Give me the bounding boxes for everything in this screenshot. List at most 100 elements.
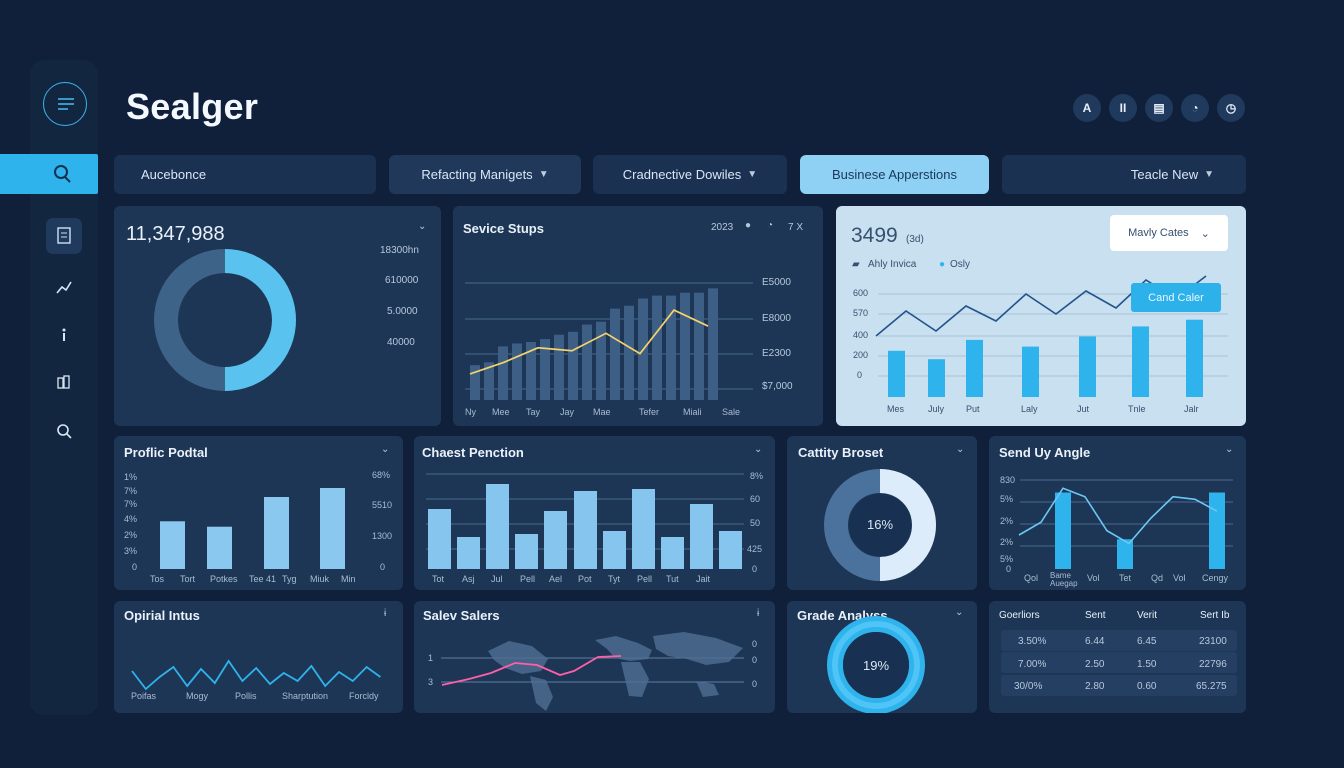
chest-bar bbox=[457, 537, 480, 569]
sales-title: Salev Salers bbox=[423, 608, 500, 623]
x-label: Poifas bbox=[131, 691, 157, 701]
services-bar bbox=[694, 292, 704, 400]
services-bar bbox=[708, 288, 718, 400]
table-row[interactable] bbox=[1001, 630, 1237, 651]
filter-reporting[interactable]: Refacting Manigets ▼ bbox=[389, 155, 581, 194]
y-label: 1 bbox=[428, 653, 434, 663]
chevron-down-icon[interactable]: ⌄ bbox=[955, 607, 964, 618]
pause-button[interactable]: II bbox=[1109, 94, 1137, 122]
search-icon bbox=[57, 424, 72, 439]
table-header: Verit bbox=[1137, 610, 1158, 621]
sidebar-item-analytics[interactable] bbox=[54, 278, 74, 298]
y-label: 425 bbox=[747, 544, 763, 554]
dropdown-label: Mavly Cates bbox=[1128, 227, 1189, 239]
sidebar-item-search-active[interactable] bbox=[0, 154, 98, 194]
services-bar bbox=[652, 295, 662, 400]
filter-audience[interactable]: Aucebonce bbox=[114, 155, 376, 194]
y-label: 2% bbox=[124, 530, 138, 540]
timer-button[interactable]: ◔ bbox=[1181, 94, 1209, 122]
services-bar bbox=[624, 305, 634, 400]
kpi-label: 18300hn bbox=[380, 245, 419, 256]
services-bar bbox=[610, 308, 620, 400]
table-row[interactable] bbox=[1001, 675, 1237, 696]
services-year: 2023 bbox=[711, 222, 734, 233]
x-label: Tort bbox=[180, 574, 196, 584]
chevron-down-icon: ▼ bbox=[538, 169, 549, 180]
send-title: Send Uy Angle bbox=[999, 445, 1091, 460]
x-label: Put bbox=[966, 404, 980, 414]
y-label: 5% bbox=[1000, 494, 1014, 504]
ring-center bbox=[843, 632, 909, 698]
filter-label: Teacle New bbox=[1130, 167, 1199, 182]
services-bar bbox=[512, 343, 522, 400]
chevron-down-icon: ▼ bbox=[747, 169, 758, 180]
chevron-down-icon[interactable]: ⌄ bbox=[1225, 444, 1234, 455]
sidebar-item-search[interactable] bbox=[55, 422, 75, 442]
optimal-line bbox=[131, 659, 381, 691]
profile-chart bbox=[160, 488, 345, 569]
info-icon[interactable]: ɨ bbox=[757, 608, 760, 619]
chevron-down-icon[interactable]: ⌄ bbox=[754, 444, 763, 455]
close-button[interactable]: 7 X bbox=[788, 222, 804, 233]
table-cell: 65.275 bbox=[1196, 681, 1227, 692]
profile-bar bbox=[320, 488, 345, 569]
business-bar bbox=[1022, 346, 1039, 397]
send-bar bbox=[1209, 492, 1225, 569]
y-label: 5510 bbox=[372, 500, 393, 510]
sidebar-item-documents[interactable] bbox=[46, 218, 82, 254]
axis-label: E8000 bbox=[762, 313, 791, 324]
send-chart bbox=[1018, 479, 1233, 569]
x-label: Mae bbox=[593, 407, 611, 417]
chest-bar bbox=[428, 509, 451, 569]
business-dropdown[interactable]: Mavly Cates ⌄ bbox=[1110, 215, 1228, 251]
chevron-down-icon: ⌄ bbox=[1200, 227, 1210, 240]
filter-business-active[interactable]: Businese Apperstions bbox=[800, 155, 989, 194]
capacity-title: Cattity Broset bbox=[798, 445, 884, 460]
chest-title: Chaest Penction bbox=[422, 445, 524, 460]
chevron-down-icon[interactable]: ⌄ bbox=[418, 221, 427, 232]
chevron-down-icon[interactable]: ⌄ bbox=[381, 444, 390, 455]
grade-panel: Grade Analyss ⌄ 19% bbox=[787, 601, 977, 713]
filter-teacle[interactable]: Teacle New ▼ bbox=[1002, 155, 1246, 194]
sidebar-item-info[interactable] bbox=[60, 326, 68, 344]
x-label: Cengy bbox=[1202, 573, 1229, 583]
y-label: 5% bbox=[1000, 554, 1014, 564]
chart-path-icon bbox=[56, 281, 72, 294]
business-sub: (3d) bbox=[906, 234, 924, 245]
y-label: 200 bbox=[853, 350, 869, 360]
menu-button[interactable] bbox=[43, 82, 87, 126]
x-label: Vol bbox=[1173, 573, 1186, 583]
refresh-icon[interactable]: ◔ bbox=[767, 220, 774, 231]
profile-panel: Proflic Podtal ⌄ 1% 7% 7% 4% 2% 3% 0 68%… bbox=[114, 436, 403, 590]
services-bar bbox=[540, 339, 550, 400]
info-icon[interactable]: ɨ bbox=[384, 608, 387, 619]
chevron-down-icon[interactable]: ⌄ bbox=[956, 444, 965, 455]
chest-bar bbox=[719, 531, 742, 569]
book-icon bbox=[57, 375, 70, 389]
x-label: Miuk bbox=[310, 574, 330, 584]
optimal-title: Opirial Intus bbox=[124, 608, 200, 623]
services-bar bbox=[666, 295, 676, 400]
sidebar-item-library[interactable] bbox=[54, 374, 74, 392]
calendar-button[interactable]: ▤ bbox=[1145, 94, 1173, 122]
table-row[interactable] bbox=[1001, 652, 1237, 673]
info-icon bbox=[62, 328, 66, 341]
refresh-button[interactable]: ◷ bbox=[1217, 94, 1245, 122]
services-title: Sevice Stups bbox=[463, 221, 544, 236]
services-chart bbox=[465, 282, 753, 400]
x-label: Tos bbox=[150, 574, 165, 584]
x-label: Tut bbox=[666, 574, 679, 584]
x-label: Mogy bbox=[186, 691, 209, 701]
capacity-percent: 16% bbox=[866, 517, 894, 532]
account-button[interactable]: A bbox=[1073, 94, 1101, 122]
business-tooltip[interactable]: Cand Caler bbox=[1131, 283, 1221, 312]
x-label: Jut bbox=[1077, 404, 1090, 414]
chest-bar bbox=[544, 511, 567, 569]
filter-connective[interactable]: Cradnective Dowiles ▼ bbox=[593, 155, 787, 194]
legend-dot: ▰ bbox=[852, 259, 860, 270]
info-icon[interactable]: ● bbox=[745, 220, 752, 231]
x-label: Pollis bbox=[235, 691, 257, 701]
y-label: 60 bbox=[750, 494, 761, 504]
filter-label: Aucebonce bbox=[141, 167, 207, 182]
x-label: Mee bbox=[492, 407, 510, 417]
